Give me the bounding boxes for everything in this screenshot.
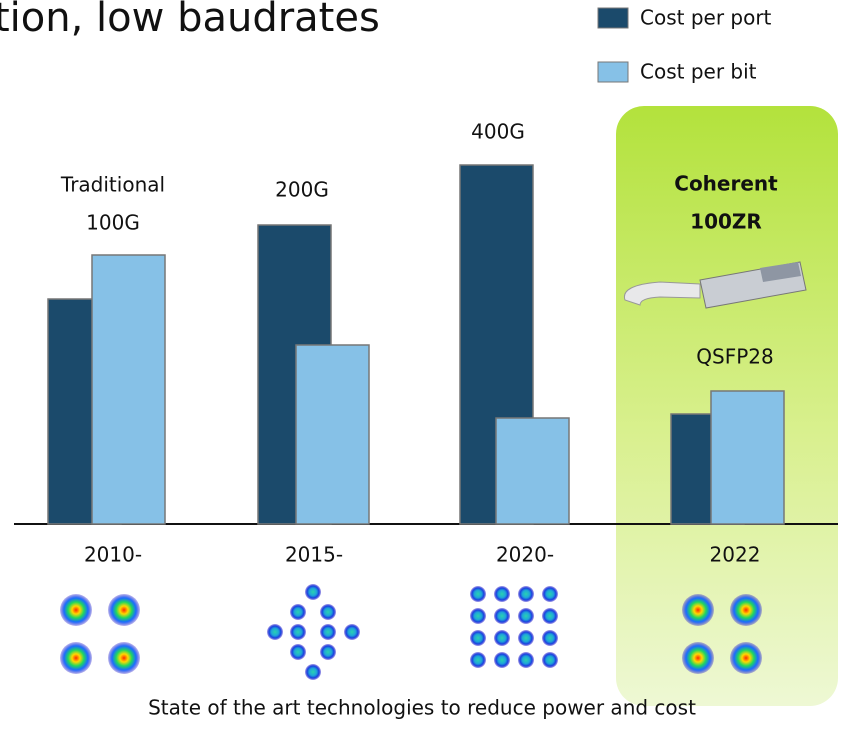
constellation-point (542, 630, 558, 646)
constellation-point (518, 586, 534, 602)
constellation-point (494, 608, 510, 624)
constellation-point (730, 594, 762, 626)
constellation-point (682, 642, 714, 674)
bar (495, 417, 570, 525)
constellation-point (108, 594, 140, 626)
bar (91, 254, 166, 525)
constellation-point (290, 604, 306, 620)
constellation-point (494, 586, 510, 602)
constellation-point (518, 608, 534, 624)
constellation-point (542, 586, 558, 602)
constellation-point (494, 630, 510, 646)
bar-annotation: Coherent (674, 172, 778, 196)
bar-annotation: QSFP28 (696, 345, 773, 369)
constellation-point (108, 642, 140, 674)
constellation-point (518, 652, 534, 668)
constellation-point (542, 608, 558, 624)
legend-label: Cost per bit (640, 60, 757, 84)
caption: State of the art technologies to reduce … (148, 696, 696, 720)
constellations (60, 584, 762, 680)
constellation-point (305, 664, 321, 680)
constellation-point (267, 624, 283, 640)
constellation-point (470, 630, 486, 646)
constellation-point (470, 608, 486, 624)
bar-annotation: 100G (86, 211, 140, 235)
legend-swatch (597, 61, 629, 83)
legend-label: Cost per port (640, 6, 772, 30)
constellation-point (518, 630, 534, 646)
slide-title: tion, low baudrates (0, 0, 380, 41)
bar (295, 344, 370, 525)
bar-annotation: 100ZR (690, 210, 762, 234)
bar-annotation: 200G (275, 178, 329, 202)
bar-annotation: Traditional (60, 173, 165, 197)
constellation-point (305, 584, 321, 600)
x-tick-label: 2020- (496, 543, 554, 567)
constellation-point (542, 652, 558, 668)
x-tick-label: 2015- (285, 543, 343, 567)
constellation-point (290, 644, 306, 660)
constellation-point (320, 644, 336, 660)
legend-swatch (597, 7, 629, 29)
constellation-point (60, 642, 92, 674)
constellation-point (494, 652, 510, 668)
constellation-point (60, 594, 92, 626)
x-tick-label: 2022 (710, 543, 761, 567)
constellation-point (470, 586, 486, 602)
bar (710, 390, 785, 525)
constellation-point (320, 604, 336, 620)
constellation-point (290, 624, 306, 640)
bar-annotation: 400G (471, 120, 525, 144)
x-tick-label: 2010- (84, 543, 142, 567)
constellation-point (682, 594, 714, 626)
constellation-point (320, 624, 336, 640)
constellation-point (344, 624, 360, 640)
constellation-point (470, 652, 486, 668)
sfp-module (623, 261, 807, 309)
constellation-point (730, 642, 762, 674)
